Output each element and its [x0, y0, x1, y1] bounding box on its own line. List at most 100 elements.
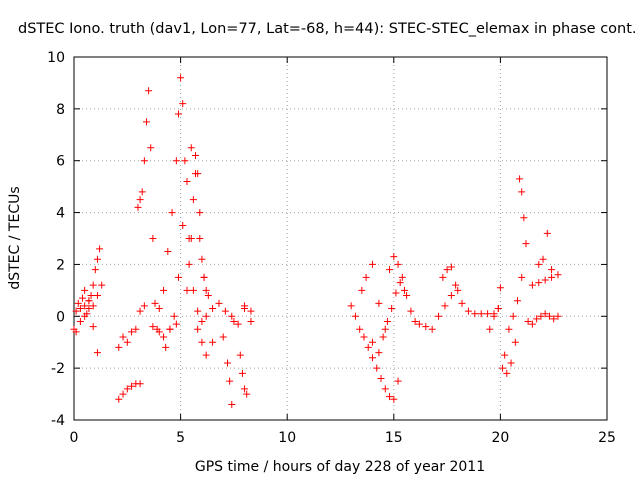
- data-point: [226, 377, 234, 385]
- data-point: [356, 325, 364, 333]
- data-point: [441, 302, 449, 310]
- data-point: [447, 292, 455, 300]
- data-point: [174, 110, 182, 118]
- data-point: [454, 286, 462, 294]
- data-point: [166, 325, 174, 333]
- data-point: [501, 351, 509, 359]
- data-point: [151, 299, 159, 307]
- data-point: [79, 294, 87, 302]
- data-point: [202, 312, 210, 320]
- x-tick-label: 5: [176, 430, 185, 446]
- data-point: [505, 325, 513, 333]
- data-point: [162, 343, 170, 351]
- data-point: [471, 310, 479, 318]
- data-point: [415, 320, 423, 328]
- y-tick-label: -4: [51, 413, 65, 429]
- y-tick-label: 10: [47, 50, 65, 66]
- data-point: [209, 338, 217, 346]
- y-tick-label: 0: [56, 309, 65, 325]
- data-point: [168, 209, 176, 217]
- data-point: [200, 273, 208, 281]
- data-point: [155, 328, 163, 336]
- data-point: [194, 307, 202, 315]
- data-point: [183, 286, 191, 294]
- data-point: [183, 177, 191, 185]
- data-point: [373, 364, 381, 372]
- data-point: [189, 196, 197, 204]
- data-point: [247, 307, 255, 315]
- data-points: [70, 74, 562, 408]
- data-point: [149, 235, 157, 242]
- data-point: [407, 307, 415, 315]
- data-point: [394, 260, 402, 268]
- data-point: [81, 286, 89, 294]
- data-point: [241, 305, 249, 313]
- data-point: [398, 273, 406, 281]
- data-point: [383, 317, 391, 325]
- data-point: [543, 229, 551, 237]
- data-point: [198, 255, 206, 263]
- grid: [74, 57, 607, 420]
- data-point: [89, 323, 97, 331]
- x-tick-label: 10: [278, 430, 296, 446]
- data-point: [537, 312, 545, 320]
- data-point: [435, 312, 443, 320]
- data-point: [550, 315, 558, 323]
- data-point: [522, 240, 530, 248]
- data-point: [230, 317, 238, 325]
- data-point: [390, 253, 398, 261]
- data-point: [351, 312, 359, 320]
- data-point: [93, 292, 101, 300]
- data-point: [187, 235, 195, 242]
- data-point: [236, 351, 244, 359]
- y-tick-labels: -4 -2 0 2 4 6 8 10: [47, 50, 65, 429]
- data-point: [377, 375, 385, 383]
- data-point: [181, 157, 189, 165]
- data-point: [81, 302, 89, 310]
- data-point: [503, 369, 511, 377]
- y-tick-label: 8: [56, 102, 65, 118]
- x-axis-label: GPS time / hours of day 228 of year 2011: [195, 459, 485, 475]
- data-point: [198, 317, 206, 325]
- data-point: [93, 349, 101, 357]
- data-point: [379, 333, 387, 341]
- data-point: [486, 325, 494, 333]
- data-point: [511, 338, 519, 346]
- data-point: [115, 395, 123, 403]
- x-tick-label: 15: [385, 430, 403, 446]
- data-point: [172, 157, 180, 165]
- data-point: [189, 286, 197, 294]
- data-point: [179, 222, 187, 230]
- data-point: [196, 209, 204, 217]
- data-point: [541, 310, 549, 318]
- data-point: [128, 328, 136, 336]
- data-point: [513, 297, 521, 305]
- data-point: [507, 359, 515, 367]
- data-point: [548, 266, 556, 274]
- data-point: [196, 235, 204, 242]
- y-tick-label: 4: [56, 206, 65, 222]
- data-point: [123, 385, 131, 393]
- data-point: [136, 380, 144, 388]
- data-point: [381, 385, 389, 393]
- data-point: [145, 87, 153, 95]
- data-point: [490, 312, 498, 320]
- data-point: [392, 289, 400, 297]
- data-point: [533, 315, 541, 323]
- data-point: [428, 325, 436, 333]
- data-point: [390, 395, 398, 403]
- data-point: [221, 307, 229, 315]
- data-point: [228, 312, 236, 320]
- data-point: [400, 286, 408, 294]
- data-point: [140, 157, 148, 165]
- data-point: [198, 338, 206, 346]
- data-point: [85, 297, 93, 305]
- data-point: [204, 292, 212, 300]
- data-point: [172, 320, 180, 328]
- data-point: [76, 305, 84, 313]
- data-point: [202, 286, 210, 294]
- data-point: [228, 400, 236, 408]
- x-tick-label: 20: [491, 430, 509, 446]
- data-point: [362, 273, 370, 281]
- data-point: [93, 255, 101, 263]
